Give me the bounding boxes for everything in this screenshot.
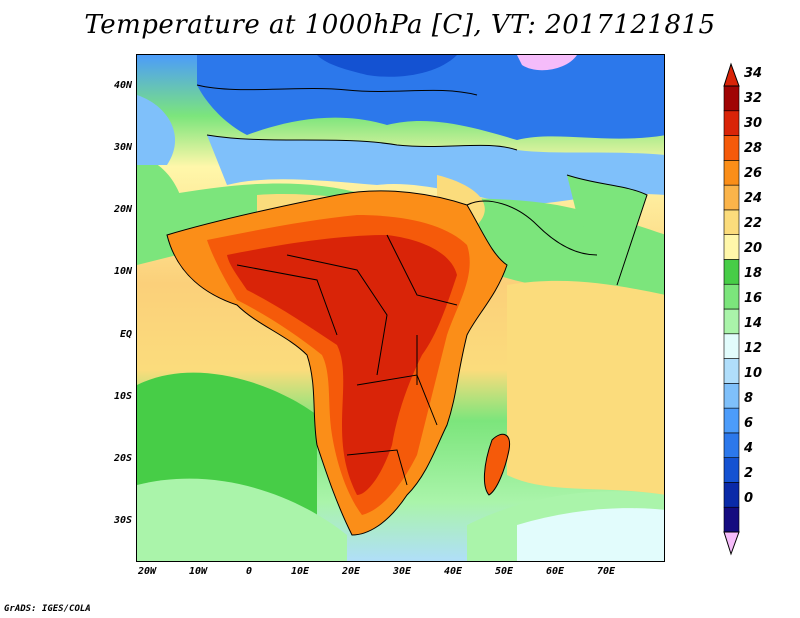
colorbar-label-34: 34 bbox=[744, 66, 763, 81]
north-africa-cool bbox=[207, 135, 664, 205]
lat-label-40n: 40N bbox=[113, 80, 132, 91]
lon-label-30e: 30E bbox=[392, 566, 412, 577]
lat-label-10s: 10S bbox=[113, 391, 132, 402]
indian-ocean-warm bbox=[507, 280, 664, 495]
lat-label-20n: 20N bbox=[113, 204, 132, 215]
south-indian-colder bbox=[517, 508, 664, 561]
colorbar-label-28: 28 bbox=[744, 141, 763, 156]
lon-label-20e: 20E bbox=[341, 566, 361, 577]
coastlines bbox=[166, 84, 648, 536]
lat-label-20s: 20S bbox=[113, 453, 132, 464]
lat-label-10n: 10N bbox=[113, 266, 132, 277]
colorbar-cell bbox=[723, 283, 740, 310]
colorbar-cell bbox=[723, 259, 740, 285]
colorbar-cells bbox=[723, 85, 740, 533]
map-title: Temperature at 1000hPa [C], VT: 20171218… bbox=[84, 10, 716, 40]
grads-credit: GrADS: IGES/COLA bbox=[4, 604, 91, 614]
temperature-map[interactable] bbox=[136, 54, 665, 562]
india-region bbox=[567, 175, 647, 285]
colorbar-cell bbox=[723, 506, 740, 533]
lon-label-60e: 60E bbox=[545, 566, 565, 577]
colorbar-label-8: 8 bbox=[744, 391, 754, 406]
colorbar-cell bbox=[723, 358, 740, 384]
colorbar-label-24: 24 bbox=[744, 191, 763, 206]
colorbar-label-30: 30 bbox=[744, 116, 763, 131]
lat-label-30n: 30N bbox=[113, 142, 132, 153]
colorbar-cell bbox=[723, 110, 740, 136]
colorbar-cell bbox=[723, 234, 740, 260]
colorbar-label-12: 12 bbox=[744, 341, 763, 356]
colorbar-cell bbox=[723, 85, 740, 112]
north-atlantic-blue bbox=[137, 95, 176, 165]
colorbar-cell bbox=[723, 457, 740, 483]
colorbar-label-2: 2 bbox=[744, 466, 754, 481]
colorbar-cell bbox=[723, 308, 740, 335]
colorbar-label-6: 6 bbox=[744, 416, 754, 431]
madagascar bbox=[484, 434, 510, 495]
colorbar-cell bbox=[723, 184, 740, 211]
colorbar-cell bbox=[723, 160, 740, 186]
lon-label-50e: 50E bbox=[494, 566, 514, 577]
colorbar-cell bbox=[723, 135, 740, 161]
colorbar-cell bbox=[723, 407, 740, 434]
south-atlantic-cold bbox=[137, 478, 347, 561]
colorbar-cell bbox=[723, 432, 740, 458]
africa-hottest bbox=[227, 235, 457, 495]
lon-label-40e: 40E bbox=[443, 566, 463, 577]
lat-label-30s: 30S bbox=[113, 515, 132, 526]
colorbar-cell bbox=[723, 383, 740, 409]
europe-cold bbox=[197, 55, 664, 140]
balkans-colder bbox=[317, 55, 457, 77]
lat-label-eq: EQ bbox=[119, 329, 132, 340]
colorbar-label-26: 26 bbox=[744, 166, 763, 181]
lon-label-20w: 20W bbox=[137, 566, 157, 577]
colorbar-label-22: 22 bbox=[744, 216, 763, 231]
lon-label-10e: 10E bbox=[290, 566, 310, 577]
colorbar-label-32: 32 bbox=[744, 91, 763, 106]
lon-label-0: 0 bbox=[245, 566, 253, 577]
colorbar-label-16: 16 bbox=[744, 291, 763, 306]
colorbar-cell bbox=[723, 482, 740, 508]
colorbar-bottom-arrow bbox=[723, 531, 740, 556]
colorbar-label-18: 18 bbox=[744, 266, 763, 281]
colorbar-cell bbox=[723, 209, 740, 235]
colorbar-label-10: 10 bbox=[744, 366, 763, 381]
colorbar-label-14: 14 bbox=[744, 316, 763, 331]
colorbar-label-20: 20 bbox=[744, 241, 763, 256]
black-sea-region bbox=[517, 55, 577, 71]
colorbar-top-arrow bbox=[723, 62, 740, 87]
map-canvas bbox=[137, 55, 664, 561]
lon-label-70e: 70E bbox=[596, 566, 616, 577]
colorbar-label-4: 4 bbox=[744, 441, 754, 456]
colorbar-label-0: 0 bbox=[744, 491, 754, 506]
lon-label-10w: 10W bbox=[188, 566, 208, 577]
colorbar-cell bbox=[723, 333, 740, 359]
